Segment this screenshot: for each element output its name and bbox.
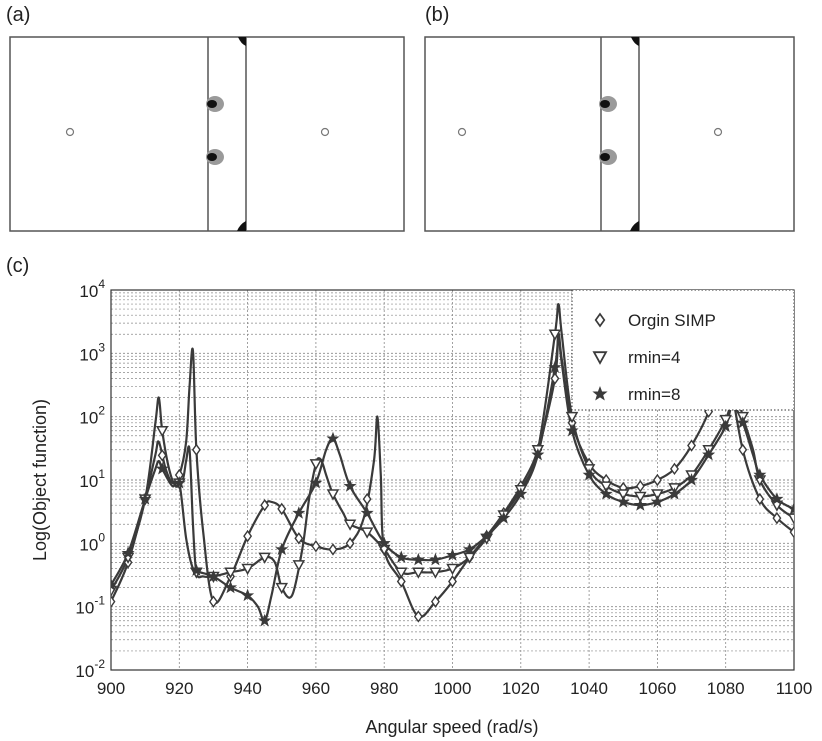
marker-rmin-8	[292, 506, 305, 519]
marker-rmin-8	[429, 553, 442, 565]
marker-rmin-4	[327, 489, 339, 500]
marker-orgin-simp	[209, 595, 218, 608]
panel-a-label: (a)	[6, 4, 31, 26]
y-tick-label: 103	[79, 340, 105, 364]
panel-a-material-blobs	[206, 37, 246, 231]
marker-rmin-8	[719, 420, 732, 432]
y-tick-label: 102	[79, 404, 105, 428]
panel-a-frame	[9, 36, 405, 232]
y-tick-label: 10-1	[75, 594, 105, 618]
x-tick-label: 1100	[776, 679, 813, 698]
marker-rmin-8	[634, 498, 647, 511]
legend-label-rmin-4: rmin=4	[628, 348, 680, 367]
marker-orgin-simp	[653, 474, 662, 486]
panel-b-frame	[424, 36, 795, 232]
x-tick-label: 1000	[434, 679, 472, 698]
panel-a-left-hole	[65, 127, 75, 137]
panel-b-label: (b)	[425, 4, 450, 26]
marker-rmin-4	[156, 425, 168, 437]
plot-frame	[110, 289, 795, 671]
panel-b-figure	[424, 36, 795, 232]
marker-orgin-simp	[636, 480, 645, 492]
marker-rmin-4	[788, 513, 794, 524]
x-tick-label: 1060	[638, 679, 676, 698]
panel-a-figure	[9, 36, 405, 232]
marker-orgin-simp	[789, 526, 794, 538]
marker-rmin-4	[310, 459, 322, 470]
panel-b-right-hole	[713, 127, 723, 137]
panel-a-right-hole	[320, 127, 330, 137]
x-tick-label: 900	[97, 679, 125, 698]
panel-c-label: (c)	[6, 255, 30, 277]
x-tick-label: 1020	[502, 679, 540, 698]
legend-label-rmin-8: rmin=8	[628, 385, 680, 404]
x-axis-label: Angular speed (rad/s)	[365, 717, 538, 737]
y-tick-label: 10-2	[75, 657, 105, 681]
x-tick-label: 1080	[707, 679, 745, 698]
y-tick-label: 100	[79, 530, 105, 554]
x-tick-label: 980	[370, 679, 398, 698]
x-tick-label: 1040	[570, 679, 608, 698]
marker-orgin-simp	[311, 540, 321, 552]
y-tick-label: 104	[79, 277, 105, 301]
legend: Orgin SIMP rmin=4 rmin=8	[571, 289, 795, 411]
marker-orgin-simp	[738, 444, 748, 456]
legend-label-orgin-simp: Orgin SIMP	[628, 311, 716, 330]
marker-rmin-4	[276, 582, 288, 594]
marker-orgin-simp	[192, 444, 201, 456]
legend-box	[571, 289, 795, 411]
marker-rmin-8	[344, 479, 357, 492]
x-tick-label: 960	[302, 679, 330, 698]
x-tick-label: 920	[165, 679, 193, 698]
marker-rmin-8	[651, 495, 664, 508]
series-line-orgin-simp	[111, 332, 794, 619]
marker-rmin-8	[412, 553, 425, 565]
panel-b-material-blobs	[599, 37, 639, 231]
y-tick-labels: 10-2 10-1 100 101 102 103 104	[75, 277, 105, 681]
x-tick-labels: 900 920 940 960 980 1000 1020 1040 1060 1080 1100	[97, 679, 812, 698]
marker-rmin-8	[395, 551, 408, 563]
panel-b-left-hole	[457, 127, 467, 137]
x-tick-label: 940	[233, 679, 261, 698]
y-axis-label: Log(Object function)	[30, 399, 50, 561]
marker-rmin-4	[344, 519, 356, 531]
y-tick-label: 101	[79, 467, 105, 491]
